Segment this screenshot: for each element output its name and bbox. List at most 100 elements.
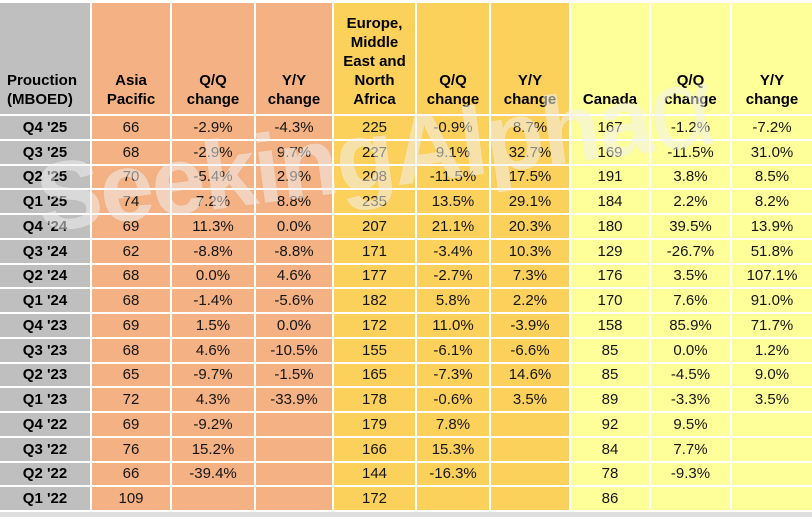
table-cell	[491, 487, 569, 510]
table-cell	[491, 413, 569, 436]
table-cell: 31.0%	[732, 140, 812, 164]
table-cell: 107.1%	[732, 264, 812, 288]
table-cell: -7.2%	[732, 116, 812, 139]
table-cell: 69	[92, 215, 170, 238]
table-cell: 39.5%	[651, 215, 730, 238]
table-cell: 69	[92, 413, 170, 436]
table-cell: 3.5%	[651, 264, 730, 288]
table-cell: 10.3%	[491, 239, 569, 263]
column-header: Q/Q change	[172, 3, 254, 114]
table-cell: -5.4%	[172, 165, 254, 189]
table-cell: -1.4%	[172, 289, 254, 312]
table-cell: 62	[92, 239, 170, 263]
table-cell	[491, 437, 569, 461]
table-cell: -3.3%	[651, 388, 730, 411]
table-cell: 7.2%	[172, 190, 254, 213]
table-cell: 172	[334, 314, 415, 337]
table-cell	[256, 413, 332, 436]
table-cell: -9.7%	[172, 363, 254, 387]
table-cell: 9.7%	[256, 140, 332, 164]
table-cell: 1.2%	[732, 338, 812, 362]
table-cell: 208	[334, 165, 415, 189]
table-cell: 70	[92, 165, 170, 189]
table-cell: 144	[334, 462, 415, 486]
table-cell: 68	[92, 289, 170, 312]
table-cell: -5.6%	[256, 289, 332, 312]
table-cell	[172, 487, 254, 510]
table-cell: -3.4%	[417, 239, 489, 263]
table-cell: 4.6%	[172, 338, 254, 362]
row-label: Q2 '23	[0, 363, 90, 387]
table-cell: 69	[92, 314, 170, 337]
column-header: Europe, Middle East and North Africa	[334, 3, 415, 114]
row-label: Q4 '22	[0, 413, 90, 436]
table-cell: 32.7%	[491, 140, 569, 164]
row-label: Q1 '23	[0, 388, 90, 411]
table-cell	[256, 487, 332, 510]
table-cell: -6.6%	[491, 338, 569, 362]
table-cell: -4.3%	[256, 116, 332, 139]
row-label: Q2 '22	[0, 462, 90, 486]
table-cell: -2.9%	[172, 140, 254, 164]
table-cell: 3.5%	[491, 388, 569, 411]
table-cell: 167	[571, 116, 649, 139]
table-cell: 3.5%	[732, 388, 812, 411]
row-label: Q2 '24	[0, 264, 90, 288]
table-cell	[732, 413, 812, 436]
table-cell: 3.8%	[651, 165, 730, 189]
table-cell: 17.5%	[491, 165, 569, 189]
row-label: Q4 '25	[0, 116, 90, 139]
table-cell: 13.5%	[417, 190, 489, 213]
table-cell: 85	[571, 338, 649, 362]
table-cell: 68	[92, 338, 170, 362]
table-cell: -9.3%	[651, 462, 730, 486]
table-cell: 182	[334, 289, 415, 312]
table-cell: 176	[571, 264, 649, 288]
table-cell: 158	[571, 314, 649, 337]
table-cell: 235	[334, 190, 415, 213]
table-cell: -2.7%	[417, 264, 489, 288]
table-cell: 170	[571, 289, 649, 312]
table-cell: 8.5%	[732, 165, 812, 189]
table-cell: 20.3%	[491, 215, 569, 238]
table-cell: -11.5%	[417, 165, 489, 189]
table-cell: 51.8%	[732, 239, 812, 263]
row-label: Q3 '23	[0, 338, 90, 362]
table-cell: 89	[571, 388, 649, 411]
table-cell: -26.7%	[651, 239, 730, 263]
table-cell: -3.9%	[491, 314, 569, 337]
row-label: Q1 '22	[0, 487, 90, 510]
table-cell: 5.8%	[417, 289, 489, 312]
table-cell: -2.9%	[172, 116, 254, 139]
table-cell: 177	[334, 264, 415, 288]
table-cell: 165	[334, 363, 415, 387]
table-cell: 225	[334, 116, 415, 139]
table-cell: 0.0%	[256, 215, 332, 238]
table-cell	[732, 462, 812, 486]
table-cell: 227	[334, 140, 415, 164]
table-cell: -8.8%	[172, 239, 254, 263]
table-cell: 7.8%	[417, 413, 489, 436]
table-cell: 21.1%	[417, 215, 489, 238]
table-cell: 9.0%	[732, 363, 812, 387]
table-cell: 184	[571, 190, 649, 213]
table-cell: -1.2%	[651, 116, 730, 139]
row-label: Q3 '24	[0, 239, 90, 263]
table-cell: 9.1%	[417, 140, 489, 164]
table-cell: 11.0%	[417, 314, 489, 337]
table-cell	[732, 437, 812, 461]
table-cell: -10.5%	[256, 338, 332, 362]
table-cell: 178	[334, 388, 415, 411]
table-cell: 8.7%	[491, 116, 569, 139]
table-cell: -8.8%	[256, 239, 332, 263]
table-cell: -6.1%	[417, 338, 489, 362]
table-cell: 171	[334, 239, 415, 263]
column-header: Y/Y change	[732, 3, 812, 114]
row-label: Q2 '25	[0, 165, 90, 189]
column-header: Q/Q change	[417, 3, 489, 114]
table-cell: -39.4%	[172, 462, 254, 486]
table-cell	[732, 487, 812, 510]
table-cell: 74	[92, 190, 170, 213]
table-cell: 9.5%	[651, 413, 730, 436]
table-cell: 91.0%	[732, 289, 812, 312]
